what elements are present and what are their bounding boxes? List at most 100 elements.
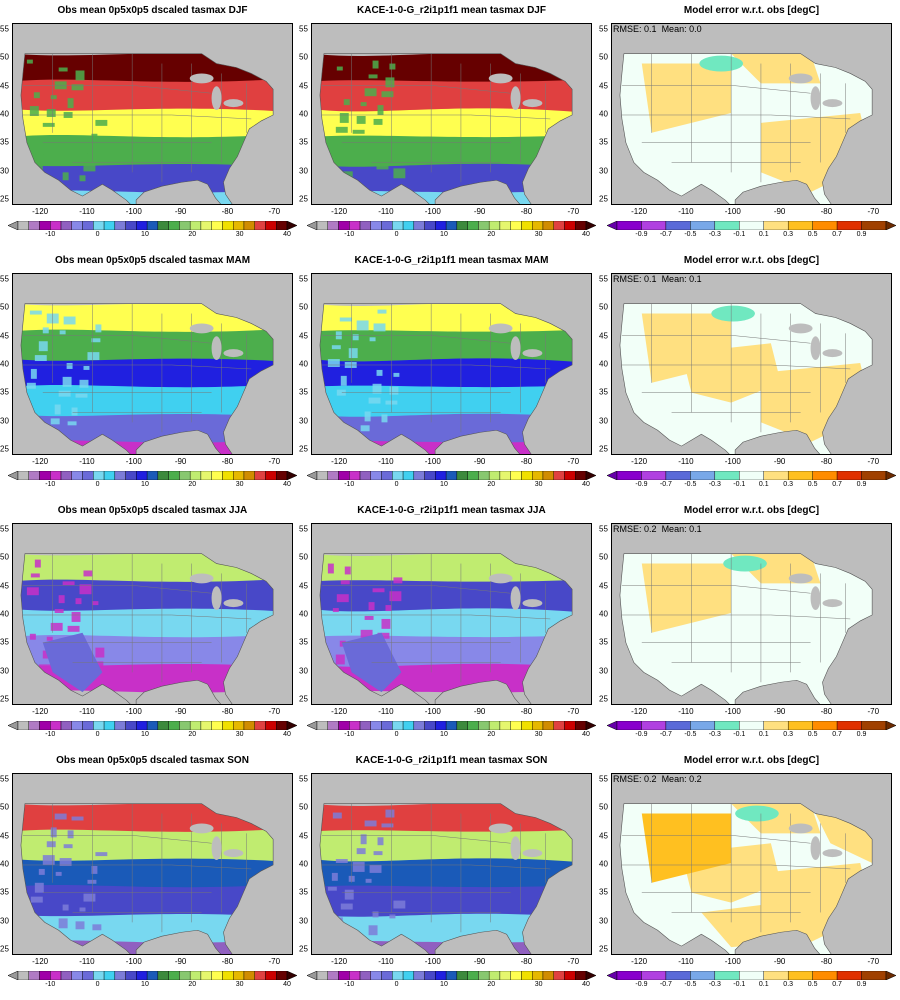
colorbar-tick-label: 30 [534,481,543,488]
model-panel-map [311,273,592,455]
terrain-patch [369,864,382,873]
state-border [431,585,511,594]
temperature-band [20,913,274,947]
terrain-patch [42,855,55,865]
terrain-patch [95,852,108,857]
colorbar-segment [424,971,436,980]
colorbar-tick-label: 20 [487,981,496,988]
colorbar-tick-label: -0.1 [733,981,746,988]
terrain-patch [335,654,345,665]
obs-panel-title: Obs mean 0p5x0p5 dscaled tasmax JJA [57,505,248,516]
temperature-colorbar: -10 0 10 20 30 40 [8,721,297,742]
colorbar-min-arrow [8,471,19,480]
terrain-patch [67,98,74,109]
state-border [731,335,811,344]
error-region [641,563,732,633]
colorbar-tick-label: 0.7 [832,481,842,488]
latitude-tick-label: 50 [299,802,308,812]
colorbar-segment [812,721,838,730]
latitude-tick-label: 30 [0,916,9,926]
colorbar-segment [17,721,29,730]
terrain-patch [71,816,84,821]
colorbar-segment [763,721,789,730]
latitude-tick-label: 55 [299,774,308,784]
colorbar-tick-label: 0 [394,731,399,738]
longitude-tick-label: -110 [678,707,694,716]
colorbar-max-arrow [286,221,297,230]
great-lake [788,823,813,834]
latitude-tick-label: 35 [0,637,9,647]
colorbar-segment [276,471,288,480]
terrain-patch [381,414,388,423]
latitude-tick-label: 35 [0,387,9,397]
terrain-patch [385,605,392,612]
terrain-patch [393,900,406,909]
colorbar-segment [359,471,372,480]
colorbar-segment [71,221,83,230]
great-lake [510,836,521,861]
colorbar-segment [392,721,404,730]
terrain-patch [373,323,386,332]
latitude-tick-label: 40 [299,359,308,369]
colorbar-tick-label: 0 [394,481,399,488]
colorbar-segment [521,471,533,480]
longitude-tick-label: -70 [567,457,580,466]
colorbar-segment [157,471,169,480]
latitude-tick-label: 55 [0,24,9,34]
colorbar-tick-label: 0 [394,231,399,238]
longitude-tick-label: -120 [631,207,648,216]
colorbar-segment [103,471,116,480]
colorbar-segment [836,471,862,480]
colorbar-segment [456,471,468,480]
colorbar-tick-label: 0.7 [832,731,842,738]
colorbar-segment [488,971,501,980]
great-lake [510,86,521,111]
terrain-patch [336,594,349,603]
great-lake [810,836,821,861]
colorbar-tick-label: -0.1 [733,731,746,738]
terrain-patch [50,95,57,100]
terrain-patch [335,126,348,133]
colorbar-tick-label: -0.1 [733,231,746,238]
terrain-patch [83,365,90,370]
colorbar-segment [276,971,288,980]
great-lake [510,586,521,611]
colorbar-tick-label: 40 [283,981,291,988]
coastline [319,53,573,204]
colorbar-min-arrow [8,221,19,230]
colorbar-min-arrow [607,471,618,480]
colorbar-segment [82,221,94,230]
colorbar-segment [265,221,277,230]
temperature-band [319,884,573,919]
colorbar-tick-label: -0.9 [635,481,648,488]
mean-value: 0.0 [689,24,702,34]
obs-panel-map [12,773,293,955]
colorbar-segment [254,471,266,480]
error-stats: RMSE: 0.1 Mean: 0.1 [613,274,702,284]
longitude-tick-label: -70 [567,957,580,966]
terrain-patch [332,812,342,819]
terrain-patch [71,612,81,622]
colorbar-segment [435,471,447,480]
colorbar-segment [392,471,404,480]
colorbar-segment [521,721,533,730]
colorbar-segment [616,721,642,730]
terrain-patch [26,587,39,596]
terrain-patch [87,147,97,154]
map-canvas [20,53,274,204]
terrain-patch [34,355,47,362]
colorbar-segment [665,971,691,980]
colorbar-segment [39,721,51,730]
terrain-patch [327,886,337,891]
colorbar-segment [338,721,350,730]
latitude-tick-label: 35 [0,137,9,147]
latitude-tick-label: 40 [299,109,308,119]
terrain-patch [368,602,375,611]
terrain-patch [368,74,378,79]
colorbar-tick-label: 30 [235,481,244,488]
longitude-tick-label: -90 [174,707,187,716]
terrain-patch [71,407,78,416]
colorbar-segment [381,221,393,230]
longitude-tick-label: -110 [678,957,694,966]
terrain-patch [50,418,60,425]
